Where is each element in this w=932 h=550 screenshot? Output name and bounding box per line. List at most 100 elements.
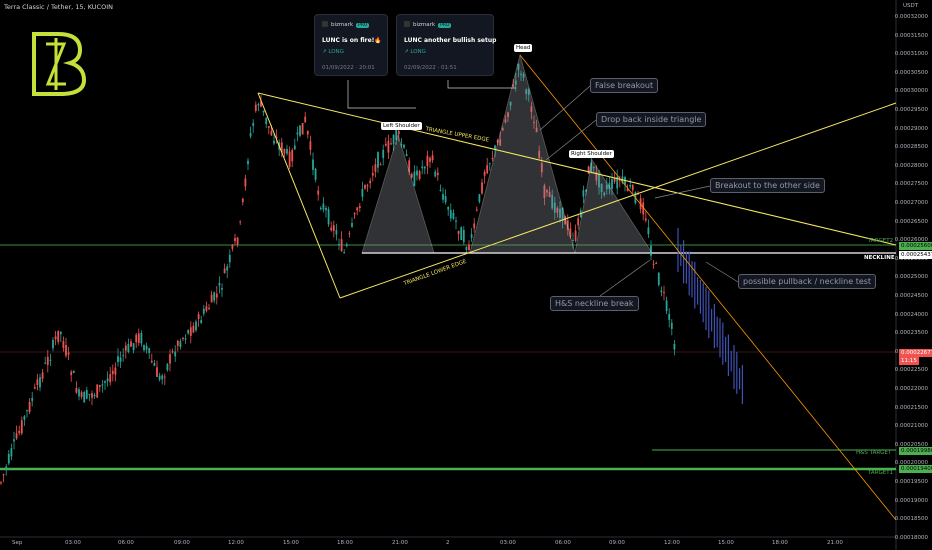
- candle-body: [533, 121, 535, 123]
- candle-body: [364, 184, 366, 189]
- symbol-title[interactable]: Terra Classic / Tether, 15, KUCOIN: [4, 3, 113, 11]
- candle-body: [460, 227, 463, 240]
- false-breakout-pointer: [539, 85, 591, 131]
- price-tick: 0.00020500: [894, 441, 928, 448]
- candle-body: [322, 203, 325, 210]
- price-tick: 0.00029000: [894, 125, 928, 132]
- breakout-other-label[interactable]: Breakout to the other side: [710, 178, 825, 193]
- idea-direction: ↗ LONG: [322, 49, 344, 55]
- candle-body: [330, 227, 333, 231]
- time-tick: 2: [446, 540, 450, 546]
- candle-body: [559, 208, 561, 218]
- candle-body: [335, 230, 338, 235]
- candle-body: [215, 293, 218, 298]
- candle-body: [631, 185, 634, 191]
- candle-body: [491, 158, 494, 160]
- time-tick: 06:00: [118, 540, 134, 546]
- candle-body: [611, 179, 613, 190]
- price-tick: 0.00026000: [894, 237, 928, 244]
- candle-body: [377, 152, 379, 168]
- candle-body: [236, 237, 239, 245]
- price-tick: 0.00021500: [894, 404, 928, 411]
- candle-body: [585, 189, 587, 192]
- candle-body: [351, 223, 353, 227]
- candle-body: [26, 410, 28, 412]
- candle-body: [574, 230, 577, 241]
- candle-body: [226, 266, 229, 271]
- hs-break-label[interactable]: H&S neckline break: [550, 296, 639, 311]
- candle-body: [117, 356, 119, 363]
- candle-body: [673, 343, 676, 350]
- candle-body: [397, 131, 400, 135]
- candle-body: [527, 89, 530, 95]
- candle-body: [613, 177, 616, 182]
- candle-body: [98, 385, 101, 387]
- time-tick: 03:00: [500, 540, 516, 546]
- candle-body: [54, 336, 57, 340]
- price-tick: 0.00026500: [894, 218, 928, 225]
- candle-body: [127, 343, 130, 353]
- candle-body: [140, 333, 143, 344]
- idea-date: 01/09/2022 · 20:01: [322, 65, 375, 71]
- candle-body: [257, 104, 260, 106]
- false-breakout-label[interactable]: False breakout: [590, 78, 659, 93]
- candle-body: [221, 288, 223, 290]
- candle-body: [62, 341, 65, 348]
- candle-body: [293, 145, 296, 150]
- price-tick: 0.00032000: [894, 14, 928, 20]
- time-tick: 18:00: [772, 540, 788, 546]
- candle-body: [122, 355, 125, 357]
- candle-body: [200, 320, 203, 324]
- candle-body: [150, 360, 153, 363]
- candle-body: [572, 239, 574, 241]
- candle-body: [36, 379, 39, 386]
- candle-body: [403, 144, 405, 148]
- idea-user: bizmark: [331, 22, 354, 28]
- candle-body: [447, 206, 450, 210]
- left-shoulder-label[interactable]: Left Shoulder: [381, 122, 422, 130]
- candle-body: [283, 149, 286, 154]
- current-price-tag: 0.00022677: [899, 349, 932, 357]
- candle-body: [468, 244, 470, 250]
- candle-body: [644, 218, 647, 221]
- pullback-label[interactable]: possible pullback / neckline test: [738, 274, 877, 289]
- price-tick: 0.00023500: [894, 330, 928, 337]
- candle-body: [657, 272, 660, 285]
- candle-body: [525, 89, 528, 94]
- hs-break-pointer: [599, 259, 651, 297]
- idea-card-2[interactable]: bizmark PRO LUNC another bullish setup ↗ …: [396, 14, 496, 76]
- candle-body: [247, 160, 249, 165]
- candle-body: [343, 252, 346, 254]
- candle-body: [44, 362, 47, 364]
- candle-body: [124, 345, 127, 351]
- head-label[interactable]: Head: [514, 44, 533, 52]
- candle-body: [72, 370, 75, 373]
- candle-body: [616, 177, 619, 189]
- idea-card-1[interactable]: bizmark PRO LUNC is on fire!🔥 ↗ LONG 01/0…: [314, 14, 388, 76]
- candle-body: [0, 482, 2, 484]
- candle-body: [33, 387, 36, 389]
- candle-body: [371, 172, 374, 176]
- pro-badge: PRO: [438, 23, 452, 28]
- candle-body: [384, 143, 387, 146]
- time-tick: 15:00: [718, 540, 734, 546]
- candle-body: [13, 439, 15, 442]
- price-tick: 0.00019000: [894, 497, 928, 504]
- candle-body: [553, 202, 556, 213]
- candle-body: [179, 341, 182, 347]
- candle-body: [39, 377, 41, 388]
- candle-body: [270, 130, 273, 136]
- candle-body: [387, 140, 390, 153]
- candle-body: [41, 372, 44, 379]
- right-shoulder-shape: [574, 158, 653, 254]
- drop-back-label[interactable]: Drop back inside triangle: [596, 112, 707, 127]
- price-tick: 0.00027000: [894, 200, 928, 206]
- candle-body: [119, 357, 122, 362]
- pullback-pointer: [705, 261, 739, 283]
- right-shoulder-label[interactable]: Right Shoulder: [569, 150, 614, 158]
- candle-body: [520, 73, 522, 75]
- candle-body: [59, 331, 62, 335]
- candle-body: [434, 171, 437, 177]
- candle-body: [260, 101, 262, 107]
